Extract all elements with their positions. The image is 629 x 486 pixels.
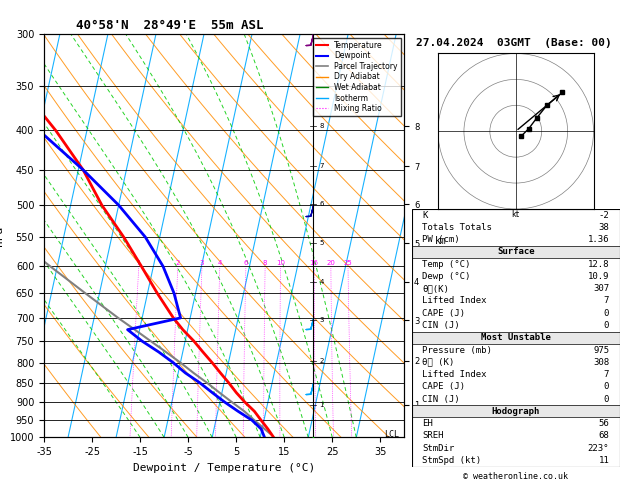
Text: 38: 38 xyxy=(598,223,610,232)
Text: 308: 308 xyxy=(593,358,610,367)
Text: 20: 20 xyxy=(326,260,335,266)
Text: CIN (J): CIN (J) xyxy=(423,321,460,330)
Text: 11: 11 xyxy=(598,456,610,465)
Text: 40°58'N  28°49'E  55m ASL: 40°58'N 28°49'E 55m ASL xyxy=(76,19,264,33)
Text: Surface: Surface xyxy=(497,247,535,257)
Text: Hodograph: Hodograph xyxy=(492,407,540,416)
Text: 2: 2 xyxy=(320,358,323,364)
Text: CIN (J): CIN (J) xyxy=(423,395,460,403)
Text: CAPE (J): CAPE (J) xyxy=(423,382,465,391)
Text: 10.9: 10.9 xyxy=(587,272,610,281)
Text: 0: 0 xyxy=(604,321,610,330)
Text: Dewp (°C): Dewp (°C) xyxy=(423,272,470,281)
FancyBboxPatch shape xyxy=(412,331,620,344)
Text: PW (cm): PW (cm) xyxy=(423,235,460,244)
Text: 1.36: 1.36 xyxy=(587,235,610,244)
Text: Pressure (mb): Pressure (mb) xyxy=(423,346,493,354)
Text: LCL: LCL xyxy=(384,430,399,438)
Text: 0: 0 xyxy=(604,309,610,318)
Text: 4: 4 xyxy=(320,278,323,284)
Text: 56: 56 xyxy=(598,419,610,428)
Y-axis label: km
ASL: km ASL xyxy=(431,236,449,257)
Text: 7: 7 xyxy=(604,370,610,379)
Text: 12.8: 12.8 xyxy=(587,260,610,269)
Text: 6: 6 xyxy=(243,260,248,266)
Text: -2: -2 xyxy=(598,210,610,220)
Text: 4: 4 xyxy=(218,260,222,266)
Text: 7: 7 xyxy=(604,296,610,306)
Text: 6: 6 xyxy=(320,202,324,208)
Text: θᴇ(K): θᴇ(K) xyxy=(423,284,449,293)
Y-axis label: hPa: hPa xyxy=(0,226,4,246)
Text: 3: 3 xyxy=(320,317,324,323)
Text: 0: 0 xyxy=(604,382,610,391)
Text: 1: 1 xyxy=(320,402,324,408)
Text: Lifted Index: Lifted Index xyxy=(423,296,487,306)
Text: 1: 1 xyxy=(136,260,141,266)
Text: 68: 68 xyxy=(598,432,610,440)
Text: 223°: 223° xyxy=(587,444,610,452)
Legend: Temperature, Dewpoint, Parcel Trajectory, Dry Adiabat, Wet Adiabat, Isotherm, Mi: Temperature, Dewpoint, Parcel Trajectory… xyxy=(313,38,401,116)
Text: K: K xyxy=(423,210,428,220)
Text: 8: 8 xyxy=(263,260,267,266)
Text: 25: 25 xyxy=(343,260,352,266)
X-axis label: Dewpoint / Temperature (°C): Dewpoint / Temperature (°C) xyxy=(133,463,315,473)
Text: StmDir: StmDir xyxy=(423,444,455,452)
Text: 3: 3 xyxy=(200,260,204,266)
Text: 307: 307 xyxy=(593,284,610,293)
Text: 975: 975 xyxy=(593,346,610,354)
Text: θᴇ (K): θᴇ (K) xyxy=(423,358,455,367)
Text: 2: 2 xyxy=(175,260,180,266)
Text: EH: EH xyxy=(423,419,433,428)
Text: SREH: SREH xyxy=(423,432,444,440)
Text: 0: 0 xyxy=(604,395,610,403)
Text: 8: 8 xyxy=(320,123,324,129)
Text: Temp (°C): Temp (°C) xyxy=(423,260,470,269)
Text: Totals Totals: Totals Totals xyxy=(423,223,493,232)
Text: StmSpd (kt): StmSpd (kt) xyxy=(423,456,481,465)
Text: 7: 7 xyxy=(320,163,324,169)
Text: 5: 5 xyxy=(320,240,323,246)
Text: Most Unstable: Most Unstable xyxy=(481,333,551,342)
Text: 10: 10 xyxy=(276,260,285,266)
Text: Lifted Index: Lifted Index xyxy=(423,370,487,379)
X-axis label: kt: kt xyxy=(512,210,520,219)
Text: 16: 16 xyxy=(309,260,319,266)
Text: CAPE (J): CAPE (J) xyxy=(423,309,465,318)
FancyBboxPatch shape xyxy=(412,246,620,258)
Text: © weatheronline.co.uk: © weatheronline.co.uk xyxy=(464,472,568,481)
FancyBboxPatch shape xyxy=(412,405,620,417)
Text: 27.04.2024  03GMT  (Base: 00): 27.04.2024 03GMT (Base: 00) xyxy=(416,38,611,48)
